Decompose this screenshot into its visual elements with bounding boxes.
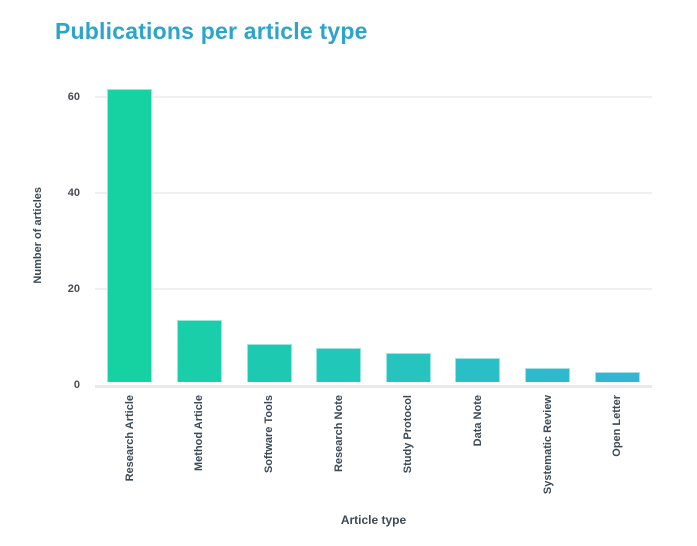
gridline-60 (95, 96, 652, 98)
x-tick-label-study-protocol: Study Protocol (402, 395, 415, 474)
x-axis-ticks: Research Article Method Article Software T… (95, 395, 652, 510)
x-tick-label-research-note: Research Note (332, 395, 345, 473)
gridline-40 (95, 192, 652, 194)
chart-title: Publications per article type (55, 18, 368, 44)
x-tick-label-systematic-review: Systematic Review (541, 395, 554, 495)
y-tick-label-0: 0 (73, 379, 80, 391)
bar-study-protocol[interactable] (385, 353, 431, 382)
gridline-20 (95, 288, 652, 290)
bar-open-letter[interactable] (594, 372, 640, 382)
y-tick-label-20: 20 (67, 283, 80, 295)
bar-research-note[interactable] (316, 348, 362, 382)
plot-area (95, 85, 652, 388)
y-tick-label-40: 40 (67, 187, 80, 199)
x-tick-label-open-letter: Open Letter (611, 395, 624, 457)
bar-data-note[interactable] (455, 358, 501, 382)
bar-method-article[interactable] (176, 319, 222, 382)
bar-systematic-review[interactable] (525, 367, 571, 382)
y-tick-label-60: 60 (67, 91, 80, 103)
bar-software-tools[interactable] (246, 343, 292, 382)
bar-research-article[interactable] (107, 89, 153, 382)
gridline-0 (95, 385, 652, 388)
x-tick-label-software-tools: Software Tools (263, 395, 276, 474)
x-tick-label-method-article: Method Article (193, 395, 206, 471)
y-axis-ticks: 0 20 40 60 (0, 85, 80, 391)
x-tick-label-data-note: Data Note (471, 395, 484, 447)
x-tick-label-research-article: Research Article (123, 395, 136, 482)
x-axis-title: Article type (340, 513, 407, 527)
